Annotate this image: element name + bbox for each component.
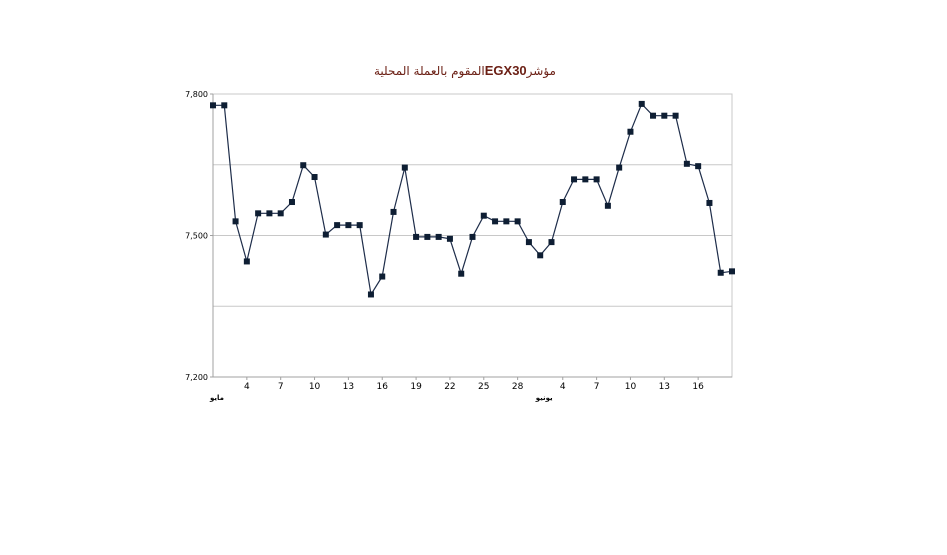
data-point bbox=[345, 222, 352, 229]
x-tick-label: 13 bbox=[659, 382, 670, 392]
x-tick-label: 10 bbox=[309, 382, 321, 392]
data-point bbox=[627, 128, 634, 135]
data-point bbox=[243, 258, 250, 265]
data-point bbox=[525, 239, 532, 246]
data-point bbox=[311, 174, 318, 181]
data-point bbox=[334, 222, 341, 229]
data-point bbox=[413, 233, 420, 240]
data-point bbox=[661, 112, 668, 119]
chart-title-index: EGX30 bbox=[485, 63, 527, 78]
data-point bbox=[277, 210, 284, 217]
x-tick-label: 16 bbox=[692, 382, 704, 392]
x-tick-label: 7 bbox=[594, 382, 600, 392]
y-tick-label: 7,200 bbox=[185, 373, 208, 382]
data-point bbox=[446, 235, 453, 242]
y-tick-label: 7,500 bbox=[185, 232, 208, 241]
x-tick-label: 16 bbox=[377, 382, 389, 392]
data-point bbox=[210, 102, 216, 109]
data-point bbox=[322, 231, 329, 238]
x-month-label: مايو bbox=[209, 394, 224, 402]
data-point bbox=[356, 222, 363, 229]
x-tick-label: 13 bbox=[343, 382, 354, 392]
data-point bbox=[604, 202, 611, 209]
data-point bbox=[537, 252, 544, 259]
data-point bbox=[232, 218, 239, 225]
data-point bbox=[514, 218, 521, 225]
data-point bbox=[729, 268, 735, 275]
data-point bbox=[221, 102, 228, 109]
data-point bbox=[695, 163, 702, 170]
data-point bbox=[469, 233, 476, 240]
x-tick-label: 7 bbox=[278, 382, 284, 392]
x-month-label: يونيو bbox=[535, 394, 553, 402]
x-axis: 4 7 10 13 16 19 22 25 28 4 7 10 13 16 مايو يونيو bbox=[209, 377, 704, 402]
data-point bbox=[480, 212, 487, 219]
chart-title-suffix: المقوم بالعملة المحلية bbox=[374, 64, 485, 79]
data-point bbox=[582, 176, 589, 183]
x-tick-label: 28 bbox=[512, 382, 524, 392]
data-point bbox=[266, 210, 273, 217]
data-point bbox=[503, 218, 510, 225]
data-point bbox=[706, 199, 713, 206]
data-point bbox=[548, 239, 555, 246]
data-point bbox=[390, 208, 397, 215]
data-point bbox=[458, 270, 465, 277]
data-point bbox=[379, 273, 386, 280]
x-tick-label: 10 bbox=[625, 382, 637, 392]
data-point bbox=[300, 162, 307, 169]
chart-title-prefix: مؤشر bbox=[526, 64, 556, 79]
data-point bbox=[638, 100, 645, 107]
x-tick-label: 19 bbox=[410, 382, 422, 392]
y-axis: 7,800 7,500 7,200 bbox=[185, 90, 213, 382]
data-point bbox=[672, 112, 679, 119]
data-point bbox=[424, 233, 431, 240]
series bbox=[210, 100, 735, 298]
data-point bbox=[255, 210, 262, 217]
data-point bbox=[593, 176, 600, 183]
x-tick-label: 25 bbox=[478, 382, 489, 392]
data-point bbox=[559, 199, 566, 206]
y-tick-label: 7,800 bbox=[185, 90, 208, 99]
x-tick-label: 22 bbox=[444, 382, 455, 392]
data-point bbox=[401, 164, 408, 171]
data-point bbox=[288, 199, 295, 206]
data-point bbox=[683, 160, 690, 167]
data-point bbox=[650, 112, 657, 119]
data-point bbox=[717, 269, 724, 276]
x-tick-label: 4 bbox=[244, 382, 250, 392]
data-point bbox=[492, 218, 499, 225]
data-point bbox=[367, 291, 374, 298]
data-point bbox=[571, 176, 578, 183]
x-tick-label: 4 bbox=[560, 382, 566, 392]
data-point bbox=[616, 164, 623, 171]
data-point bbox=[435, 233, 442, 240]
chart-title: المقوم بالعملة المحليةEGX30مؤشر bbox=[374, 63, 556, 79]
